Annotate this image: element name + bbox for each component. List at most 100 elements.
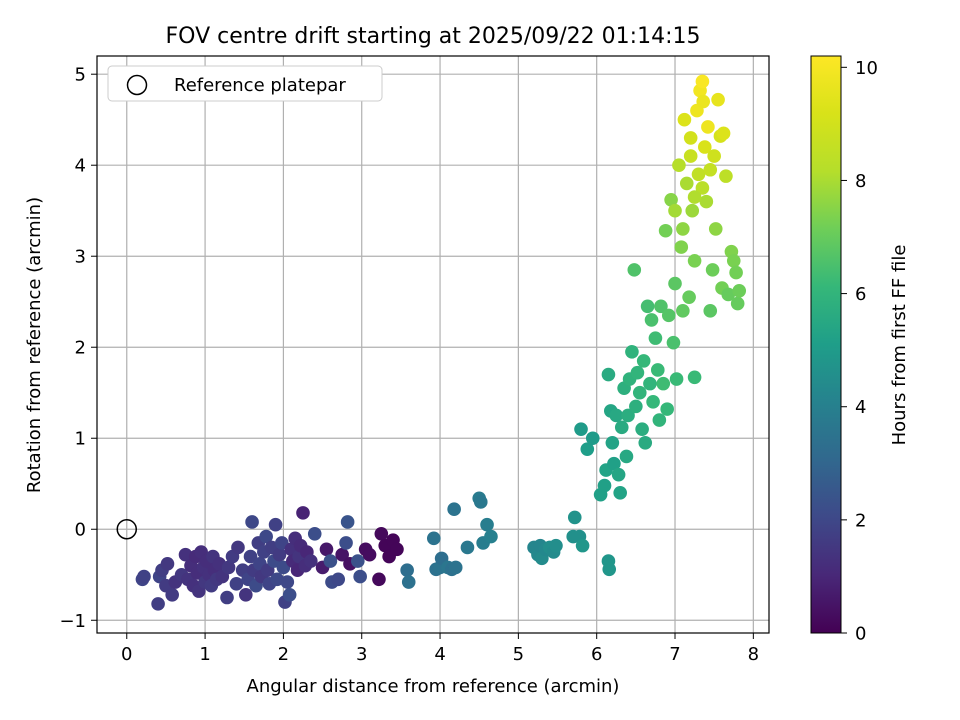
colorbar-tick-label: 10 (855, 58, 878, 79)
data-point (687, 370, 702, 385)
data-point (696, 94, 711, 109)
data-point (351, 554, 365, 568)
y-tick-label: 1 (75, 429, 86, 450)
y-tick-label: 4 (75, 156, 86, 177)
y-tick-label: 3 (75, 247, 86, 268)
data-point (661, 308, 676, 323)
data-point (627, 263, 642, 277)
reference-marker (116, 518, 138, 540)
data-point (711, 92, 725, 107)
data-point (683, 149, 698, 163)
data-point (259, 529, 273, 544)
data-point (229, 577, 244, 591)
data-point (687, 253, 702, 268)
data-point (682, 290, 696, 304)
data-point (374, 526, 389, 541)
data-point (705, 263, 720, 277)
data-point (611, 467, 626, 482)
colorbar-tick-label: 4 (855, 397, 866, 418)
data-point (585, 431, 600, 446)
data-point (703, 162, 718, 177)
data-point (480, 517, 494, 532)
data-point (732, 284, 747, 298)
data-point (270, 572, 284, 587)
colorbar-tick-label: 0 (855, 624, 866, 645)
data-point (658, 223, 673, 238)
data-point (165, 587, 179, 602)
x-tick-label: 2 (278, 644, 289, 665)
data-point (580, 442, 595, 456)
colorbar-tick-label: 8 (855, 171, 866, 192)
data-point (401, 575, 416, 589)
data-point (683, 131, 698, 145)
data-point (272, 547, 287, 562)
x-tick-label: 7 (669, 644, 680, 665)
chart-title: FOV centre drift starting at 2025/09/22 … (166, 24, 701, 49)
data-point (640, 299, 655, 314)
data-point (695, 181, 710, 195)
data-point (629, 399, 643, 414)
data-point (643, 376, 657, 391)
data-point (597, 478, 612, 493)
data-point (676, 304, 690, 318)
data-point (699, 194, 714, 209)
plot-frame (96, 55, 770, 634)
x-tick-label: 0 (121, 644, 132, 665)
data-point (625, 344, 639, 359)
data-point (668, 276, 682, 291)
data-point (729, 265, 743, 280)
data-point (668, 203, 682, 218)
x-tick-label: 4 (434, 644, 445, 665)
data-point (730, 296, 745, 311)
data-point (656, 376, 671, 391)
x-tick-label: 5 (513, 644, 524, 665)
data-point (340, 515, 355, 529)
data-point (160, 557, 175, 571)
data-point (650, 363, 665, 377)
data-point (353, 569, 367, 584)
legend-marker-icon (126, 74, 148, 96)
data-point (331, 572, 346, 587)
data-point (613, 486, 627, 500)
x-axis-ticks: 0 1 2 3 4 5 6 7 8 (121, 633, 759, 665)
data-point (679, 176, 694, 191)
colorbar: 0 2 4 6 8 10 Hours from first FF file (810, 55, 910, 645)
data-point (245, 515, 259, 529)
data-point (220, 590, 234, 605)
data-point (307, 526, 322, 541)
data-point (676, 222, 690, 236)
data-point (674, 240, 689, 254)
data-point (619, 449, 634, 464)
data-point (719, 169, 733, 183)
data-point (319, 542, 334, 557)
data-point (567, 510, 582, 525)
colorbar-tick-label: 6 (855, 284, 866, 305)
legend-box (107, 65, 383, 102)
data-point (607, 456, 621, 471)
data-point (178, 547, 193, 562)
data-point (460, 540, 475, 555)
data-point (621, 408, 635, 423)
y-tick-label: −1 (59, 611, 86, 632)
colorbar-label: Hours from first FF file (889, 245, 910, 446)
data-point (632, 385, 647, 400)
data-point (268, 517, 283, 532)
data-point (448, 560, 463, 575)
data-point (447, 502, 461, 517)
data-point (664, 192, 678, 207)
data-point (339, 536, 353, 550)
data-point (660, 402, 674, 416)
data-point (304, 554, 318, 568)
x-tick-label: 1 (199, 644, 210, 665)
data-point (296, 506, 310, 520)
data-point (708, 222, 723, 236)
data-point (672, 158, 686, 173)
legend-label: Reference platepar (174, 75, 346, 96)
data-point (614, 420, 629, 435)
y-tick-label: 0 (75, 520, 86, 541)
data-point (602, 562, 617, 577)
data-point (644, 313, 659, 327)
data-point (473, 495, 488, 509)
data-point (716, 126, 731, 141)
data-point (669, 372, 684, 386)
